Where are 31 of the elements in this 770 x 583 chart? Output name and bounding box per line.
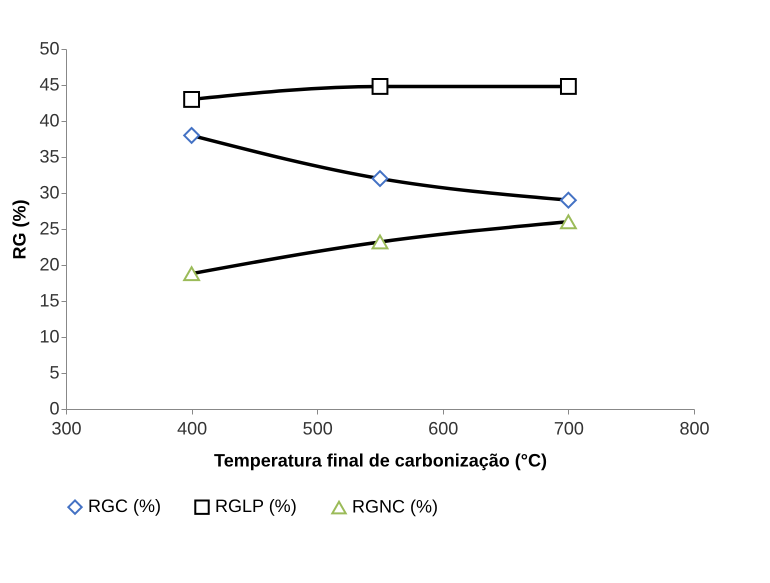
- y-tick-label: 30: [39, 182, 60, 202]
- point: [372, 170, 388, 188]
- x-tick-label: 700: [554, 418, 584, 438]
- y-tick-label: 20: [39, 254, 60, 274]
- legend-label: RGLP (%): [215, 496, 297, 516]
- point: [183, 90, 200, 108]
- x-tick-label: 300: [51, 418, 82, 438]
- y-tick-label: 15: [39, 290, 60, 310]
- point: [372, 78, 388, 95]
- y-tick-label: 5: [49, 362, 60, 382]
- point: [560, 192, 577, 209]
- y-tick-label: 0: [49, 398, 60, 418]
- x-tick-label: 500: [302, 418, 333, 438]
- y-tick-label: 35: [39, 146, 60, 166]
- x-tick-label: 600: [428, 418, 458, 438]
- legend-label: RGNC (%): [352, 496, 438, 517]
- x-axis-title: Temperatura final de carbonização (°C): [214, 450, 547, 470]
- point: [372, 234, 388, 250]
- point: [183, 126, 200, 144]
- legend-label: RGC (%): [88, 496, 161, 516]
- x-tick-label: 400: [177, 418, 208, 438]
- point: [560, 214, 577, 230]
- y-tick-label: 45: [39, 74, 60, 94]
- y-tick-label: 50: [39, 38, 60, 58]
- y-axis-title: RG (%): [9, 200, 30, 260]
- point: [183, 266, 200, 282]
- point: [560, 78, 577, 95]
- y-tick-label: 40: [39, 110, 60, 130]
- x-tick-label: 800: [679, 418, 710, 438]
- y-tick-label: 10: [39, 326, 60, 346]
- y-tick-label: 25: [39, 218, 60, 238]
